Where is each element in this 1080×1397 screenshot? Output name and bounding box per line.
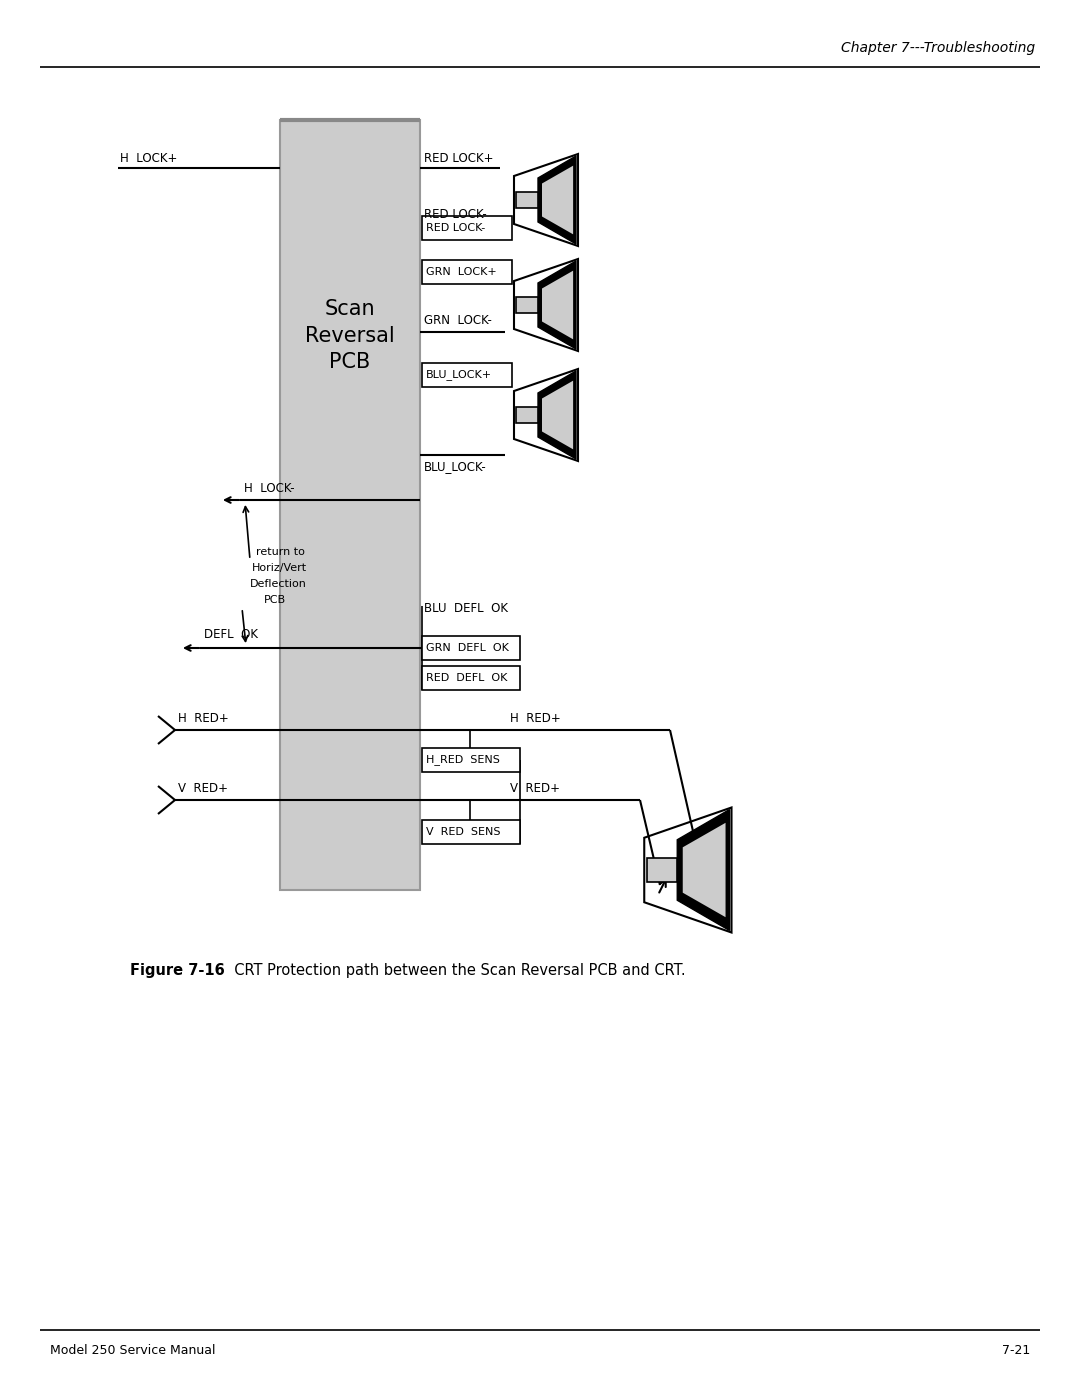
Text: GRN  LOCK-: GRN LOCK- xyxy=(424,313,491,327)
Text: return to: return to xyxy=(256,548,305,557)
Polygon shape xyxy=(542,271,573,339)
Text: V  RED+: V RED+ xyxy=(510,781,561,795)
Text: BLU  DEFL  OK: BLU DEFL OK xyxy=(424,602,508,615)
Bar xyxy=(647,858,677,882)
Text: H  LOCK+: H LOCK+ xyxy=(120,151,177,165)
Bar xyxy=(422,217,512,240)
Bar xyxy=(422,260,512,284)
Text: DEFL  OK: DEFL OK xyxy=(204,627,258,640)
Text: RED  DEFL  OK: RED DEFL OK xyxy=(426,673,508,683)
Text: 7-21: 7-21 xyxy=(1002,1344,1030,1356)
Text: Figure 7-16: Figure 7-16 xyxy=(130,963,225,978)
Text: H  RED+: H RED+ xyxy=(510,711,561,725)
Text: RED LOCK-: RED LOCK- xyxy=(424,208,487,221)
Polygon shape xyxy=(538,156,576,244)
Text: V  RED  SENS: V RED SENS xyxy=(426,827,500,837)
Text: H  RED+: H RED+ xyxy=(178,711,229,725)
Text: Deflection: Deflection xyxy=(249,578,307,590)
Bar xyxy=(422,363,512,387)
Text: CRT Protection path between the Scan Reversal PCB and CRT.: CRT Protection path between the Scan Rev… xyxy=(225,963,686,978)
Bar xyxy=(422,747,519,773)
Bar xyxy=(516,296,538,313)
Polygon shape xyxy=(677,809,729,930)
Bar xyxy=(422,820,519,844)
Bar xyxy=(422,636,519,659)
Text: V  RED+: V RED+ xyxy=(178,781,228,795)
Polygon shape xyxy=(542,166,573,235)
Text: Chapter 7---Troubleshooting: Chapter 7---Troubleshooting xyxy=(841,41,1035,54)
Bar xyxy=(516,191,538,208)
Bar xyxy=(516,407,538,423)
Text: GRN  LOCK+: GRN LOCK+ xyxy=(426,267,497,277)
Text: GRN  DEFL  OK: GRN DEFL OK xyxy=(426,643,509,652)
Text: H  LOCK-: H LOCK- xyxy=(244,482,295,496)
Text: Horiz/Vert: Horiz/Vert xyxy=(252,563,307,573)
Bar xyxy=(280,120,420,890)
Text: H_RED  SENS: H_RED SENS xyxy=(426,754,500,766)
Text: BLU_LOCK+: BLU_LOCK+ xyxy=(426,370,492,380)
Polygon shape xyxy=(542,380,573,450)
Text: RED LOCK-: RED LOCK- xyxy=(426,224,485,233)
Polygon shape xyxy=(538,261,576,349)
Bar xyxy=(422,666,519,690)
Text: Model 250 Service Manual: Model 250 Service Manual xyxy=(50,1344,216,1356)
Text: RED LOCK+: RED LOCK+ xyxy=(424,151,494,165)
Text: Scan
Reversal
PCB: Scan Reversal PCB xyxy=(306,299,395,372)
Text: PCB: PCB xyxy=(264,595,286,605)
Polygon shape xyxy=(538,372,576,460)
Text: BLU_LOCK-: BLU_LOCK- xyxy=(424,461,487,474)
Polygon shape xyxy=(683,823,726,918)
